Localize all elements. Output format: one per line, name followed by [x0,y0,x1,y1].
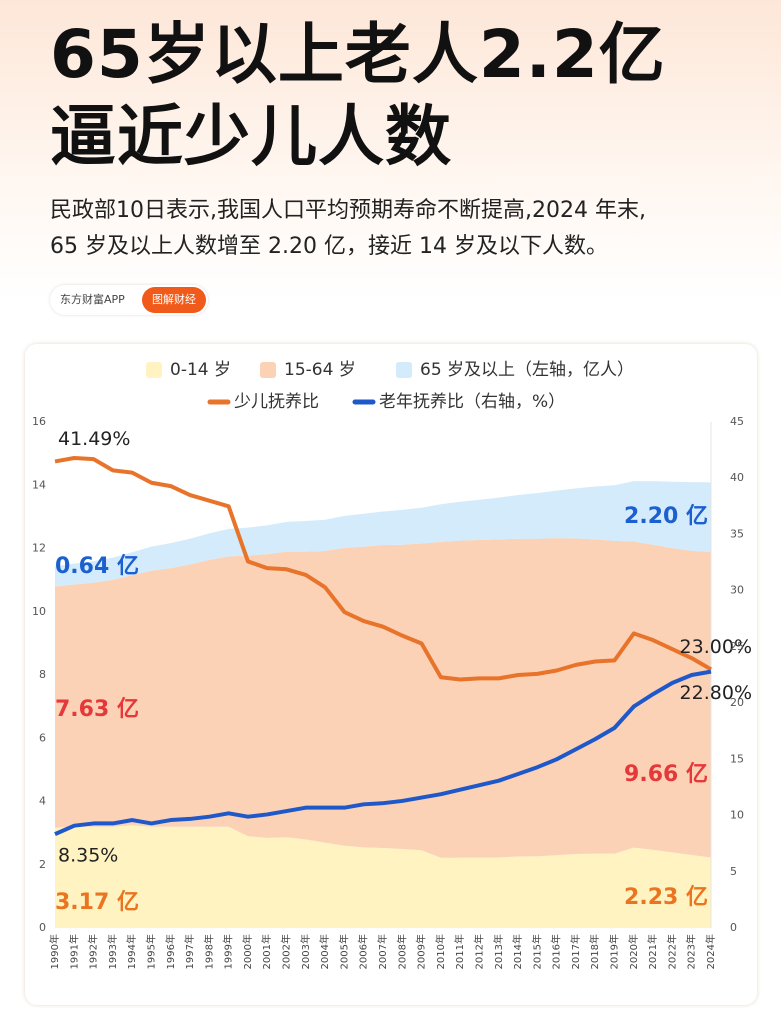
y2-tick-label: 40 [730,471,744,484]
legend-swatch [260,362,276,378]
legend-swatch [146,362,162,378]
x-tick-label: 1998年 [202,934,215,969]
x-tick-label: 2012年 [472,934,485,969]
y2-tick-label: 30 [730,584,744,597]
tag[interactable]: 图解财经 [142,287,206,313]
x-tick-label: 2020年 [627,934,640,969]
data-label: 41.49% [58,428,130,450]
x-tick-label: 2019年 [608,934,621,969]
summary-line: 民政部10日表示,我国人口平均预期寿命不断提高,2024 年末, [50,198,646,223]
legend-label: 老年抚养比（右轴，%） [379,392,565,412]
y-tick-label: 8 [39,668,46,681]
area [55,538,711,858]
x-tick-label: 2021年 [646,934,659,969]
area [55,825,711,928]
y2-tick-label: 20 [730,696,744,709]
data-label: 0.64 亿 [55,554,139,579]
data-label: 23.00% [680,636,752,658]
x-tick-label: 2008年 [395,934,408,969]
y2-tick-label: 10 [730,809,744,822]
x-tick-label: 2002年 [280,934,293,969]
x-tick-label: 2017年 [569,934,582,969]
x-tick-label: 2001年 [260,934,273,969]
x-tick-label: 2003年 [299,934,312,969]
x-tick-label: 2011年 [453,934,466,969]
x-tick-label: 2010年 [434,934,447,969]
y-tick-label: 4 [39,795,46,808]
y2-tick-label: 5 [730,865,737,878]
data-label: 3.17 亿 [55,890,139,915]
legend-swatch [396,362,412,378]
x-tick-label: 2009年 [415,934,428,969]
y2-tick-label: 0 [730,921,737,934]
legend-label: 15-64 岁 [284,360,356,380]
y-tick-label: 16 [32,415,46,428]
y2-tick-label: 45 [730,415,744,428]
data-label: 8.35% [58,845,118,867]
x-tick-label: 1995年 [144,934,157,969]
x-tick-label: 1994年 [125,934,138,969]
title-line: 逼近少儿人数 [50,98,452,175]
data-label: 2.20 亿 [624,504,708,529]
x-tick-label: 1991年 [67,934,80,969]
x-tick-label: 1997年 [183,934,196,969]
x-tick-label: 2015年 [530,934,543,969]
x-tick-label: 2007年 [376,934,389,969]
x-tick-label: 1992年 [87,934,100,969]
x-tick-label: 1996年 [164,934,177,969]
x-tick-label: 2018年 [588,934,601,969]
x-tick-label: 2013年 [492,934,505,969]
data-label: 9.66 亿 [624,762,708,787]
y-tick-label: 0 [39,921,46,934]
legend-label: 65 岁及以上（左轴，亿人） [420,360,634,380]
x-tick-label: 2024年 [704,934,717,969]
y2-tick-label: 35 [730,527,744,540]
source-badge: 东方财富APP 图解财经 [50,285,208,315]
x-tick-label: 2000年 [241,934,254,969]
x-tick-label: 2023年 [685,934,698,969]
x-tick-label: 2014年 [511,934,524,969]
y-tick-label: 2 [39,858,46,871]
source: 东方财富APP [60,293,125,306]
y2-tick-label: 25 [730,640,744,653]
x-tick-label: 2006年 [357,934,370,969]
summary-line: 65 岁及以上人数增至 2.20 亿，接近 14 岁及以下人数。 [50,234,608,259]
data-label: 2.23 亿 [624,885,708,910]
x-tick-label: 2022年 [665,934,678,969]
data-label: 22.80% [680,682,752,704]
data-label: 7.63 亿 [55,697,139,722]
y-tick-label: 6 [39,731,46,744]
x-tick-label: 1990年 [48,934,61,969]
x-tick-label: 2016年 [550,934,563,969]
x-tick-label: 2005年 [337,934,350,969]
title-line: 65岁以上老人2.2亿 [50,16,666,93]
x-tick-label: 2004年 [318,934,331,969]
legend-label: 0-14 岁 [170,360,231,380]
x-tick-label: 1999年 [222,934,235,969]
x-tick-label: 1993年 [106,934,119,969]
area [55,481,711,587]
y-tick-label: 14 [32,478,46,491]
line [54,669,712,836]
y-tick-label: 12 [32,542,46,555]
y-tick-label: 10 [32,605,46,618]
y2-tick-label: 15 [730,752,744,765]
legend-label: 少儿抚养比 [234,392,319,412]
line [54,455,713,682]
